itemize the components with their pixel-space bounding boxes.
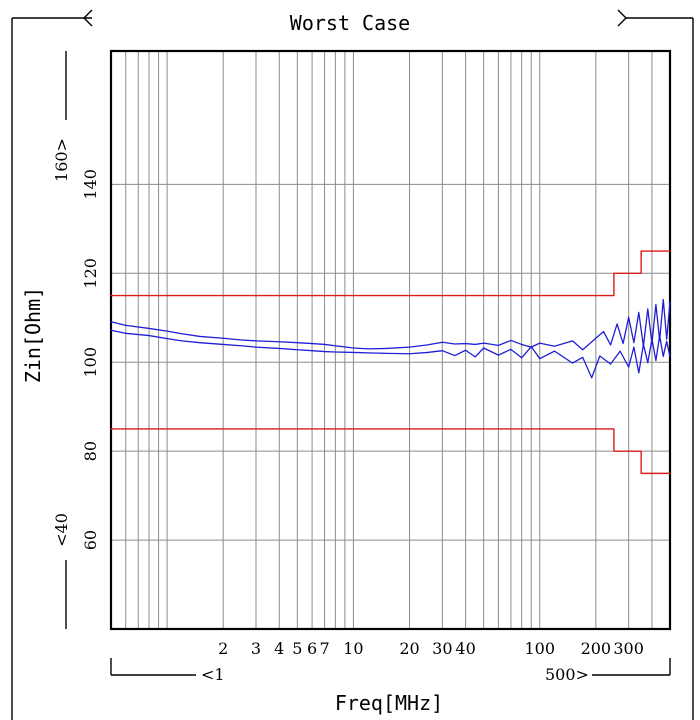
outer-frame: [11, 9, 694, 720]
top-left-bracket-arrow: [83, 9, 93, 27]
x-tick-label: 300: [613, 639, 644, 658]
x-tick-label: 20: [399, 639, 419, 658]
y-tick-label: 140: [81, 169, 100, 200]
y-range-max-marker: 160>: [52, 138, 71, 182]
x-tick-label: 200: [581, 639, 612, 658]
upper-limit-line: [110, 250, 671, 297]
x-tick-label: 100: [524, 639, 555, 658]
lower-limit-line: [110, 428, 671, 475]
y-axis-label: Zin[Ohm]: [21, 287, 45, 383]
x-tick-label: 7: [319, 639, 329, 658]
x-tick-label: 30: [432, 639, 452, 658]
x-tick-label: 3: [251, 639, 261, 658]
x-tick-label: 10: [343, 639, 363, 658]
y-tick-label: 120: [81, 258, 100, 289]
x-tick-label: 2: [218, 639, 228, 658]
x-range-max-marker: 500>: [545, 665, 589, 684]
x-tick-label: 4: [274, 639, 284, 658]
series-layer: [110, 298, 671, 379]
limit-layer: [110, 250, 671, 475]
x-tick-label: 6: [307, 639, 317, 658]
x-tick-label: 40: [455, 639, 475, 658]
trace-line-1: [110, 298, 671, 351]
x-tick-label: 5: [292, 639, 302, 658]
y-range-min-marker: <40: [52, 513, 71, 547]
y-tick-label: 60: [81, 530, 100, 550]
axis-labels-layer: 2 3 4 5 6 7 10 20 30 40 100 200 300 60 80 100 120 140: [81, 169, 644, 658]
grid-layer: [109, 49, 672, 631]
top-right-bracket-arrow: [617, 9, 627, 27]
x-axis-label: Freq[MHz]: [335, 691, 443, 715]
y-tick-label: 100: [81, 347, 100, 378]
y-tick-label: 80: [81, 441, 100, 461]
chart-title: Worst Case: [290, 11, 410, 35]
x-range-min-marker: <1: [201, 665, 225, 684]
trace-line-2: [110, 329, 671, 379]
plot-frame: [109, 49, 672, 631]
